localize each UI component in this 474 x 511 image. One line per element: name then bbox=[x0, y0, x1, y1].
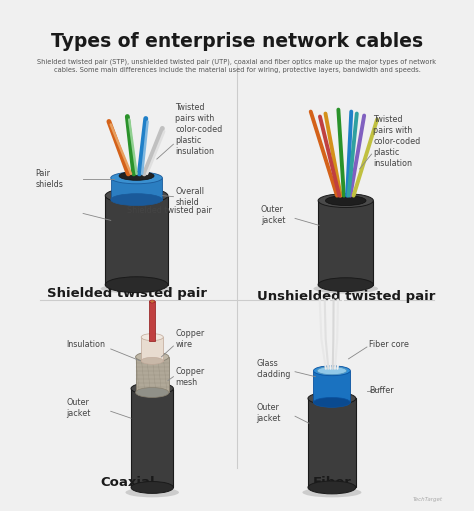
FancyBboxPatch shape bbox=[149, 301, 155, 341]
Text: Pair
shields: Pair shields bbox=[35, 169, 63, 189]
Text: Buffer: Buffer bbox=[369, 386, 393, 395]
Text: Shielded twisted pair (STP), unshielded twisted pair (UTP), coaxial and fiber op: Shielded twisted pair (STP), unshielded … bbox=[37, 58, 437, 73]
Text: Outer
jacket: Outer jacket bbox=[261, 205, 285, 225]
Ellipse shape bbox=[317, 367, 346, 375]
Ellipse shape bbox=[149, 300, 155, 303]
FancyBboxPatch shape bbox=[131, 388, 173, 487]
Ellipse shape bbox=[151, 300, 154, 303]
Ellipse shape bbox=[105, 277, 168, 293]
Ellipse shape bbox=[136, 387, 169, 398]
Ellipse shape bbox=[111, 172, 163, 184]
Text: Unshielded twisted pair: Unshielded twisted pair bbox=[256, 290, 435, 303]
Text: Insulation: Insulation bbox=[66, 339, 106, 349]
Text: Twisted
pairs with
color-coded
plastic
insulation: Twisted pairs with color-coded plastic i… bbox=[175, 103, 222, 156]
Ellipse shape bbox=[318, 194, 374, 207]
FancyBboxPatch shape bbox=[136, 357, 169, 392]
Ellipse shape bbox=[136, 352, 169, 362]
FancyBboxPatch shape bbox=[141, 337, 163, 361]
FancyBboxPatch shape bbox=[105, 196, 168, 285]
Text: Fiber core: Fiber core bbox=[369, 339, 409, 349]
Ellipse shape bbox=[302, 487, 361, 497]
Text: Types of enterprise network cables: Types of enterprise network cables bbox=[51, 33, 423, 52]
Ellipse shape bbox=[313, 398, 350, 407]
FancyBboxPatch shape bbox=[318, 201, 374, 285]
Ellipse shape bbox=[141, 357, 163, 364]
Ellipse shape bbox=[141, 334, 163, 340]
Ellipse shape bbox=[111, 194, 163, 205]
Text: Copper
mesh: Copper mesh bbox=[175, 366, 204, 387]
Ellipse shape bbox=[119, 171, 154, 180]
Text: Shielded twisted pair: Shielded twisted pair bbox=[128, 206, 212, 215]
Ellipse shape bbox=[308, 392, 356, 405]
Text: Coaxial: Coaxial bbox=[100, 476, 155, 489]
Text: Fiber: Fiber bbox=[312, 476, 351, 489]
Ellipse shape bbox=[313, 284, 378, 294]
FancyBboxPatch shape bbox=[313, 371, 350, 402]
Text: Outer
jacket: Outer jacket bbox=[256, 403, 281, 423]
Ellipse shape bbox=[131, 481, 173, 494]
Text: TechTarget: TechTarget bbox=[412, 497, 443, 502]
Ellipse shape bbox=[131, 383, 173, 394]
Text: Outer
jacket: Outer jacket bbox=[66, 398, 91, 419]
Ellipse shape bbox=[100, 284, 173, 294]
FancyBboxPatch shape bbox=[111, 178, 163, 200]
Ellipse shape bbox=[326, 196, 366, 205]
Text: Overall
shield: Overall shield bbox=[175, 187, 204, 206]
Text: Copper
wire: Copper wire bbox=[175, 329, 204, 349]
FancyBboxPatch shape bbox=[308, 399, 356, 487]
Ellipse shape bbox=[105, 188, 168, 203]
Text: Glass
cladding: Glass cladding bbox=[256, 359, 291, 379]
Ellipse shape bbox=[126, 487, 179, 497]
Ellipse shape bbox=[313, 366, 350, 376]
Text: Shielded twisted pair: Shielded twisted pair bbox=[47, 287, 207, 299]
Ellipse shape bbox=[318, 278, 374, 292]
Text: Twisted
pairs with
color-coded
plastic
insulation: Twisted pairs with color-coded plastic i… bbox=[374, 114, 420, 168]
Ellipse shape bbox=[308, 481, 356, 494]
